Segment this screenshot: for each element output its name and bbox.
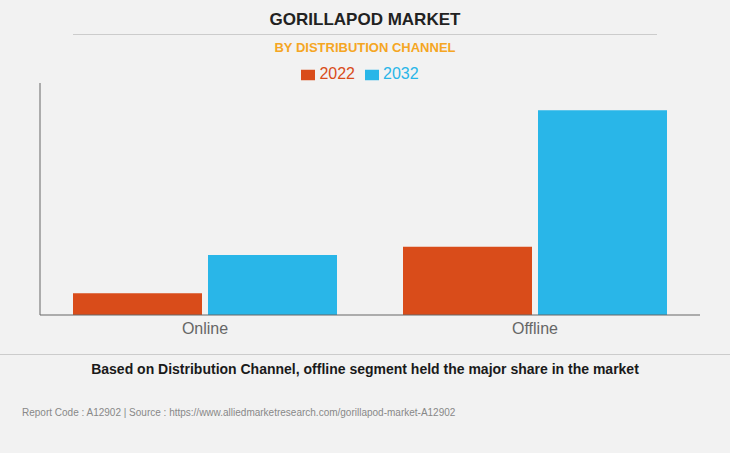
html-text:2032: 2032 <box>383 65 419 82</box>
svg-text:Online: Online <box>182 320 228 337</box>
html-text:2022: 2022 <box>319 65 355 82</box>
html-text:Based on Distribution Channel,: Based on Distribution Channel, offline s… <box>91 361 639 377</box>
svg-text:Offline: Offline <box>512 320 558 337</box>
html-text:Report Code : A12902 | Source: Report Code : A12902 | Source : https://… <box>22 407 456 418</box>
html-text:BY DISTRIBUTION CHANNEL: BY DISTRIBUTION CHANNEL <box>274 40 456 55</box>
html-text:GORILLAPOD MARKET: GORILLAPOD MARKET <box>269 10 461 29</box>
